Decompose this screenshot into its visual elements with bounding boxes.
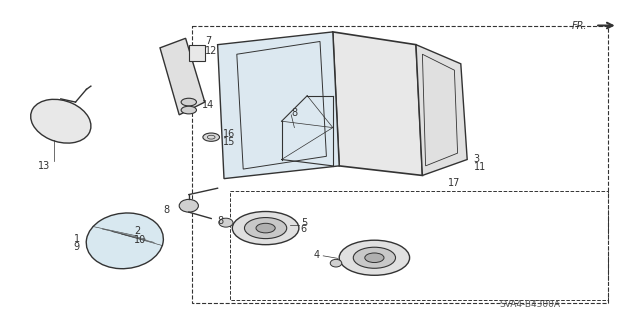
Circle shape — [244, 218, 287, 239]
Circle shape — [339, 240, 410, 275]
Polygon shape — [160, 38, 205, 115]
Text: 10: 10 — [134, 235, 147, 245]
Text: 3: 3 — [474, 154, 480, 165]
Ellipse shape — [219, 218, 233, 227]
Text: 5: 5 — [301, 218, 307, 228]
Circle shape — [256, 223, 275, 233]
Polygon shape — [218, 32, 339, 179]
Bar — [192, 26, 608, 303]
Ellipse shape — [179, 199, 198, 212]
Text: FR.: FR. — [572, 21, 588, 31]
Text: 8: 8 — [291, 108, 298, 118]
Polygon shape — [416, 45, 467, 175]
Text: 12: 12 — [205, 46, 217, 56]
Text: 2: 2 — [134, 226, 141, 236]
Text: 11: 11 — [474, 162, 486, 173]
Polygon shape — [333, 32, 422, 175]
Bar — [230, 191, 608, 300]
Text: SVA4-B4300A: SVA4-B4300A — [499, 300, 560, 309]
Circle shape — [203, 133, 220, 141]
Text: 14: 14 — [202, 100, 214, 110]
Text: 9: 9 — [74, 242, 80, 252]
Ellipse shape — [31, 99, 91, 143]
Text: 8: 8 — [163, 205, 170, 215]
Circle shape — [353, 247, 396, 268]
Text: 6: 6 — [301, 224, 307, 234]
Ellipse shape — [86, 213, 163, 269]
Circle shape — [232, 211, 299, 245]
Ellipse shape — [330, 259, 342, 267]
Text: 1: 1 — [74, 234, 80, 244]
Text: 15: 15 — [223, 137, 235, 147]
Text: 4: 4 — [314, 249, 320, 260]
Circle shape — [365, 253, 384, 263]
Circle shape — [181, 106, 196, 114]
Circle shape — [181, 98, 196, 106]
Bar — [189, 45, 205, 61]
Text: 17: 17 — [448, 178, 460, 189]
Text: 8: 8 — [218, 216, 224, 226]
Text: 16: 16 — [223, 129, 235, 139]
Text: 13: 13 — [38, 161, 51, 171]
Text: 7: 7 — [205, 36, 211, 47]
